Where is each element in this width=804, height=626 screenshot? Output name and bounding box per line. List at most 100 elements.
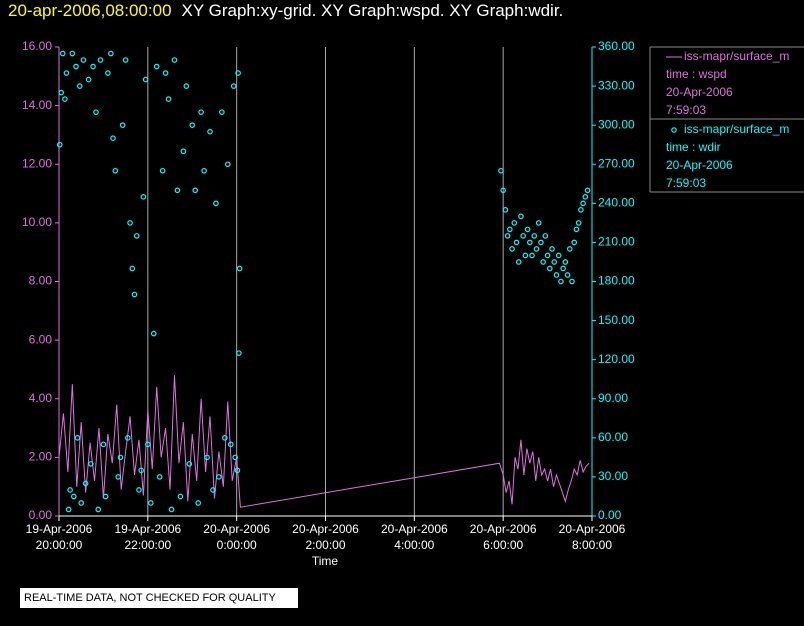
scatter-point xyxy=(171,57,178,63)
scatter-point xyxy=(584,187,591,194)
y2-tick-label: 360.00 xyxy=(598,39,635,53)
y2-tick-label: 30.00 xyxy=(598,469,628,483)
scatter-point xyxy=(192,187,199,194)
legend-detail: 7:59:03 xyxy=(666,176,706,190)
scatter-point xyxy=(529,252,535,259)
scatter-point xyxy=(540,259,546,265)
scatter-point xyxy=(535,220,542,226)
scatter-point xyxy=(524,226,531,233)
x-tick-label: 2:00:00 xyxy=(305,538,345,552)
x-tick-label: 4:00:00 xyxy=(394,538,434,552)
footer-note: REAL-TIME DATA, NOT CHECKED FOR QUALITY xyxy=(24,592,276,604)
scatter-point xyxy=(515,259,522,265)
scatter-point xyxy=(73,63,79,70)
scatter-point xyxy=(222,435,228,441)
scatter-point xyxy=(234,467,241,474)
scatter-point xyxy=(227,441,234,448)
x-tick-label: 20-Apr-2006 xyxy=(470,522,537,536)
scatter-point xyxy=(558,278,564,285)
scatter-point xyxy=(511,220,518,226)
legend-detail: 20-Apr-2006 xyxy=(666,158,733,172)
scatter-point xyxy=(65,506,72,513)
scatter-point xyxy=(566,246,573,252)
y-tick-label: 4.00 xyxy=(29,391,53,405)
scatter-point xyxy=(522,252,529,259)
y2-tick-label: 330.00 xyxy=(598,78,635,92)
scatter-point xyxy=(85,76,92,83)
y2-tick-label: 0.00 xyxy=(598,508,622,522)
scatter-point xyxy=(159,167,166,174)
title-time: 20-apr-2006,08:00:00 xyxy=(8,1,172,20)
scatter-point xyxy=(131,291,138,298)
scatter-point xyxy=(230,83,237,89)
scatter-point xyxy=(553,272,560,278)
x-tick-label: 0:00:00 xyxy=(217,538,257,552)
scatter-point xyxy=(560,265,566,272)
scatter-point xyxy=(527,239,533,246)
y2-tick-label: 300.00 xyxy=(598,117,635,131)
scatter-point xyxy=(150,330,157,337)
x-tick-label: 19-Apr-2006 xyxy=(26,522,93,536)
y2-tick-label: 270.00 xyxy=(598,156,635,170)
scatter-point xyxy=(90,63,96,70)
y-tick-label: 16.00 xyxy=(22,39,52,53)
scatter-point xyxy=(105,70,111,76)
legend-detail: 7:59:03 xyxy=(666,103,706,117)
scatter-point xyxy=(520,233,526,239)
x-tick-label: 8:00:00 xyxy=(572,538,612,552)
scatter-point xyxy=(82,480,89,487)
scatter-point xyxy=(100,441,107,448)
scatter-point xyxy=(236,265,243,272)
scatter-point xyxy=(498,167,504,174)
scatter-point xyxy=(180,148,187,155)
y-tick-label: 8.00 xyxy=(29,274,53,288)
x-tick-label: 20-Apr-2006 xyxy=(203,522,270,536)
x-tick-label: 22:00:00 xyxy=(124,538,171,552)
scatter-point xyxy=(147,500,154,506)
scatter-point xyxy=(97,57,104,63)
scatter-point xyxy=(69,50,76,57)
chart-title: 20-apr-2006,08:00:00 XY Graph:xy-grid. XY… xyxy=(8,1,563,20)
legend-detail: time : wdir xyxy=(666,140,721,154)
legend-entry: iss-mapr/surface_m xyxy=(684,122,789,136)
x-tick-label: 20-Apr-2006 xyxy=(559,522,626,536)
scatter-point xyxy=(127,220,133,226)
scatter-point xyxy=(71,493,77,500)
scatter-point xyxy=(186,461,193,467)
scatter-point xyxy=(95,506,102,513)
y2-tick-label: 90.00 xyxy=(598,391,628,405)
scatter-point xyxy=(578,207,584,213)
y-tick-label: 2.00 xyxy=(29,450,53,464)
scatter-point xyxy=(582,194,589,200)
scatter-point xyxy=(198,109,204,115)
scatter-point xyxy=(133,233,140,239)
scatter-point xyxy=(80,57,87,63)
scatter-point xyxy=(500,187,506,194)
y2-tick-label: 120.00 xyxy=(598,352,635,366)
scatter-point xyxy=(513,239,520,246)
scatter-point xyxy=(201,167,207,174)
scatter-point xyxy=(162,70,169,76)
scatter-point xyxy=(110,135,116,141)
scatter-point xyxy=(153,63,160,70)
y2-tick-label: 210.00 xyxy=(598,235,635,249)
y2-tick-label: 240.00 xyxy=(598,196,635,210)
scatter-point xyxy=(555,252,562,259)
scatter-point xyxy=(502,207,509,213)
scatter-point xyxy=(102,493,109,500)
y-tick-label: 10.00 xyxy=(22,215,52,229)
scatter-point xyxy=(538,239,544,246)
scatter-point xyxy=(145,441,151,448)
scatter-point xyxy=(156,474,163,480)
x-tick-label: 20:00:00 xyxy=(36,538,83,552)
scatter-point xyxy=(183,83,190,89)
scatter-point xyxy=(67,487,73,493)
scatter-point xyxy=(177,493,184,500)
x-tick-label: 19-Apr-2006 xyxy=(114,522,181,536)
y2-tick-label: 60.00 xyxy=(598,430,628,444)
scatter-point xyxy=(129,265,136,272)
scatter-point xyxy=(122,57,129,63)
legend-entry: iss-mapr/surface_m xyxy=(684,49,789,63)
scatter-point xyxy=(569,278,575,285)
